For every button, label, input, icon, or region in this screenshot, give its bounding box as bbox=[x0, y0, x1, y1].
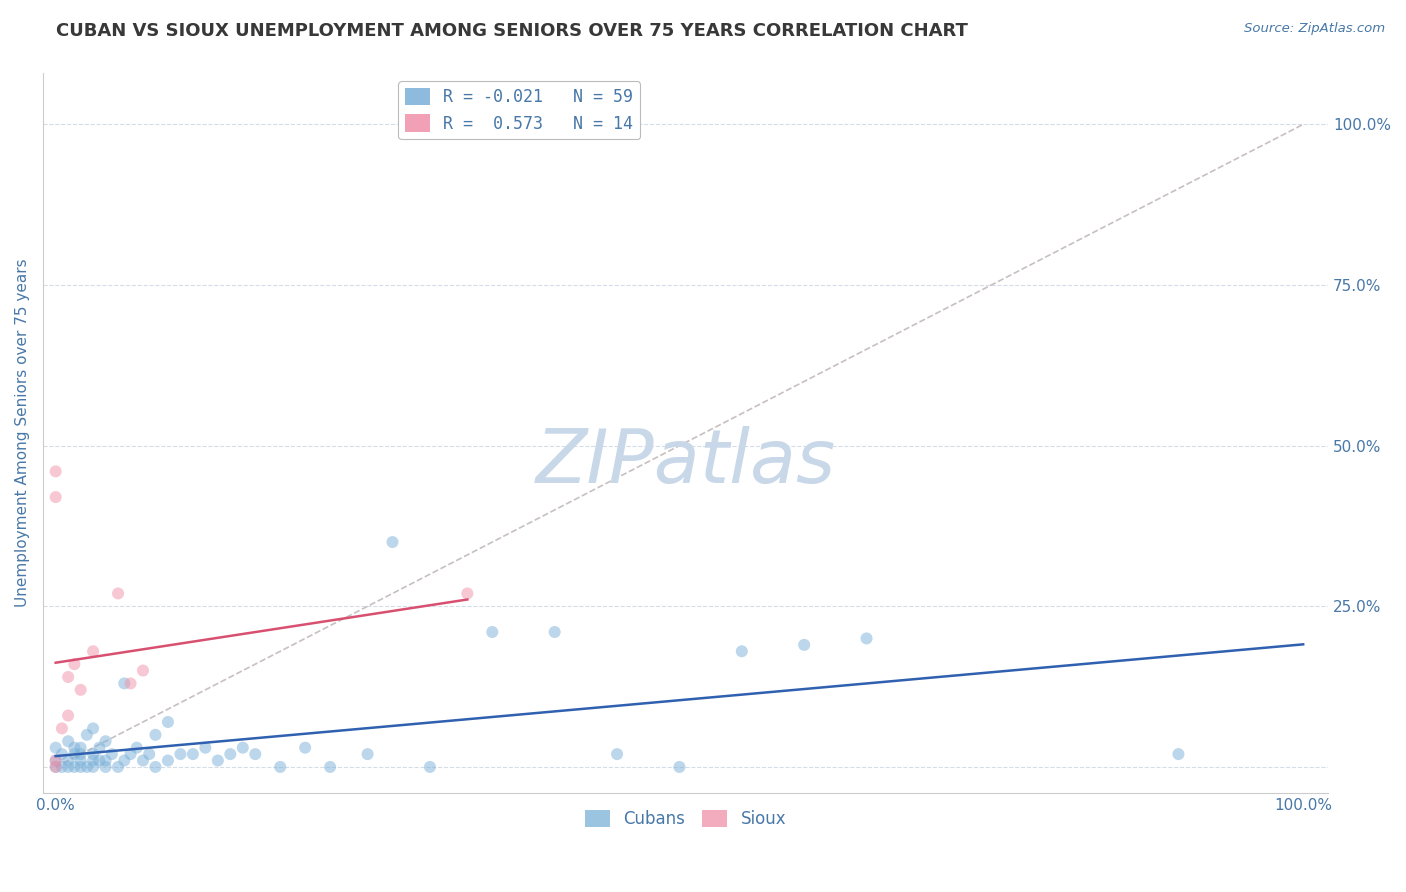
Point bbox=[63, 760, 86, 774]
Point bbox=[245, 747, 267, 761]
Point bbox=[51, 760, 73, 774]
Point bbox=[481, 625, 503, 640]
Point bbox=[89, 740, 111, 755]
Point bbox=[82, 722, 104, 736]
Point bbox=[94, 754, 117, 768]
Point bbox=[169, 747, 191, 761]
Point bbox=[63, 740, 86, 755]
Point bbox=[356, 747, 378, 761]
Point bbox=[94, 734, 117, 748]
Point bbox=[51, 722, 73, 736]
Point bbox=[56, 670, 79, 684]
Point bbox=[45, 740, 67, 755]
Point bbox=[156, 754, 179, 768]
Point bbox=[145, 728, 167, 742]
Y-axis label: Unemployment Among Seniors over 75 years: Unemployment Among Seniors over 75 years bbox=[15, 259, 30, 607]
Point bbox=[101, 747, 124, 761]
Point bbox=[793, 638, 815, 652]
Point bbox=[56, 760, 79, 774]
Point bbox=[112, 676, 135, 690]
Point bbox=[419, 760, 441, 774]
Point bbox=[56, 754, 79, 768]
Point bbox=[219, 747, 242, 761]
Point bbox=[194, 740, 217, 755]
Point bbox=[69, 740, 91, 755]
Point bbox=[69, 747, 91, 761]
Point bbox=[145, 760, 167, 774]
Point bbox=[94, 760, 117, 774]
Point bbox=[82, 644, 104, 658]
Legend: Cubans, Sioux: Cubans, Sioux bbox=[579, 803, 793, 835]
Point bbox=[82, 754, 104, 768]
Point bbox=[107, 760, 129, 774]
Text: ZIPatlas: ZIPatlas bbox=[536, 425, 835, 498]
Point bbox=[45, 490, 67, 504]
Point bbox=[668, 760, 690, 774]
Point bbox=[107, 586, 129, 600]
Point bbox=[319, 760, 342, 774]
Point bbox=[132, 754, 155, 768]
Point bbox=[56, 734, 79, 748]
Point bbox=[82, 747, 104, 761]
Point bbox=[156, 714, 179, 729]
Point bbox=[456, 586, 478, 600]
Point bbox=[69, 682, 91, 697]
Point bbox=[56, 708, 79, 723]
Point bbox=[63, 747, 86, 761]
Point bbox=[63, 657, 86, 672]
Point bbox=[269, 760, 291, 774]
Point bbox=[181, 747, 204, 761]
Point bbox=[381, 535, 404, 549]
Point bbox=[45, 754, 67, 768]
Point bbox=[232, 740, 254, 755]
Point bbox=[855, 632, 877, 646]
Point bbox=[45, 464, 67, 478]
Point bbox=[207, 754, 229, 768]
Point bbox=[112, 754, 135, 768]
Point bbox=[69, 754, 91, 768]
Point bbox=[45, 760, 67, 774]
Point bbox=[138, 747, 160, 761]
Point bbox=[125, 740, 148, 755]
Point bbox=[120, 676, 142, 690]
Point bbox=[731, 644, 754, 658]
Point bbox=[45, 754, 67, 768]
Point bbox=[45, 760, 67, 774]
Point bbox=[132, 664, 155, 678]
Point bbox=[76, 760, 98, 774]
Point bbox=[294, 740, 316, 755]
Point bbox=[89, 754, 111, 768]
Point bbox=[544, 625, 567, 640]
Point bbox=[69, 760, 91, 774]
Text: Source: ZipAtlas.com: Source: ZipAtlas.com bbox=[1244, 22, 1385, 36]
Text: CUBAN VS SIOUX UNEMPLOYMENT AMONG SENIORS OVER 75 YEARS CORRELATION CHART: CUBAN VS SIOUX UNEMPLOYMENT AMONG SENIOR… bbox=[56, 22, 969, 40]
Point bbox=[120, 747, 142, 761]
Point bbox=[606, 747, 628, 761]
Point bbox=[1167, 747, 1189, 761]
Point bbox=[82, 760, 104, 774]
Point bbox=[51, 747, 73, 761]
Point bbox=[76, 728, 98, 742]
